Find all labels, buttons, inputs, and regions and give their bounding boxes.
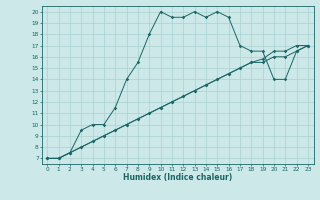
X-axis label: Humidex (Indice chaleur): Humidex (Indice chaleur) bbox=[123, 173, 232, 182]
